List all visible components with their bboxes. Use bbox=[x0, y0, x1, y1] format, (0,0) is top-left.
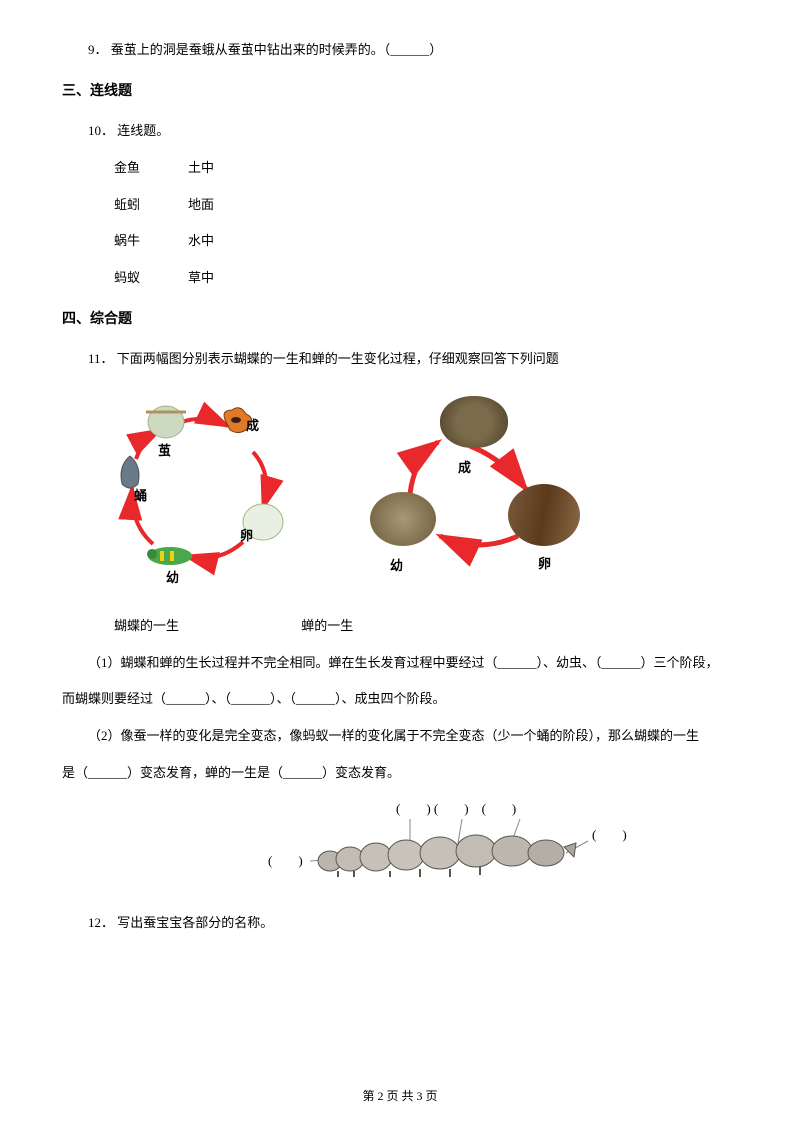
blank[interactable]: ______ bbox=[283, 765, 322, 780]
q11-text: 下面两幅图分别表示蝴蝶的一生和蝉的一生变化过程，仔细观察回答下列问题 bbox=[117, 351, 559, 366]
match-right: 土中 bbox=[188, 160, 214, 175]
silkworm-svg: ( ) ( ) ( ) ( ) ( ) bbox=[160, 797, 640, 903]
q12-num: 12． bbox=[88, 915, 114, 930]
q11-num: 11． bbox=[88, 351, 114, 366]
match-row: 金鱼土中 bbox=[62, 156, 738, 181]
svg-text:( ) ( ) ( ): ( ) ( ) ( ) bbox=[396, 801, 516, 816]
blank[interactable]: ______ bbox=[498, 655, 537, 670]
butterfly-label-larva: 幼 bbox=[166, 566, 179, 591]
match-left: 蜗牛 bbox=[88, 229, 188, 254]
cicada-egg-photo bbox=[508, 484, 580, 546]
blank[interactable]: ______ bbox=[88, 765, 127, 780]
diagram-captions: 蝴蝶的一生 蝉的一生 bbox=[62, 614, 738, 639]
page-footer: 第 2 页 共 3 页 bbox=[0, 1085, 800, 1108]
cicada-label-egg: 卵 bbox=[538, 552, 551, 577]
lifecycle-diagrams: 茧 成 卵 幼 蛹 成 卵 幼 bbox=[88, 384, 608, 604]
butterfly-label-pupa: 茧 bbox=[158, 439, 171, 464]
question-10: 10． 连线题。 bbox=[62, 119, 738, 144]
butterfly-cycle-diagram bbox=[88, 384, 348, 604]
section-4-heading: 四、综合题 bbox=[62, 307, 738, 334]
silkworm-diagram: ( ) ( ) ( ) ( ) ( ) bbox=[62, 797, 738, 907]
q9-text: 蚕茧上的洞是蚕蛾从蚕茧中钻出来的时候弄的。（ bbox=[111, 42, 391, 57]
q9-num: 9． bbox=[88, 42, 108, 57]
matching-list: 金鱼土中 蚯蚓地面 蜗牛水中 蚂蚁草中 bbox=[62, 156, 738, 291]
blank[interactable]: ______ bbox=[166, 691, 205, 706]
cicada-label-nymph: 幼 bbox=[390, 554, 403, 579]
q9-end: ） bbox=[429, 42, 442, 57]
butterfly-label-caterpillar: 蛹 bbox=[134, 484, 147, 509]
match-row: 蚂蚁草中 bbox=[62, 266, 738, 291]
q12-text: 写出蚕宝宝各部分的名称。 bbox=[117, 915, 273, 930]
butterfly-label-egg: 卵 bbox=[240, 524, 253, 549]
match-left: 金鱼 bbox=[88, 156, 188, 181]
match-right: 地面 bbox=[188, 197, 214, 212]
cicada-adult-photo bbox=[440, 396, 508, 448]
cicada-nymph-photo bbox=[370, 492, 436, 546]
section-3-heading: 三、连线题 bbox=[62, 79, 738, 106]
caption-cicada: 蝉的一生 bbox=[301, 618, 353, 633]
blank[interactable]: ______ bbox=[602, 655, 641, 670]
butterfly-label-adult: 成 bbox=[246, 414, 259, 439]
cicada-label-adult: 成 bbox=[458, 456, 471, 481]
q10-num: 10． bbox=[88, 123, 114, 138]
question-9: 9． 蚕茧上的洞是蚕蛾从蚕茧中钻出来的时候弄的。（______） bbox=[62, 38, 738, 63]
match-left: 蚯蚓 bbox=[88, 193, 188, 218]
footer-text: 第 2 页 共 3 页 bbox=[362, 1089, 437, 1103]
q11-sub1-line2: 而蝴蝶则要经过（______）、（______）、（______）、成虫四个阶段… bbox=[62, 687, 738, 712]
match-row: 蜗牛水中 bbox=[62, 229, 738, 254]
q11-sub2-line2: 是（______）变态发育，蝉的一生是（______）变态发育。 bbox=[62, 761, 738, 786]
svg-text:( ): ( ) bbox=[592, 827, 627, 842]
q10-text: 连线题。 bbox=[117, 123, 169, 138]
q11-sub2: （2）像蚕一样的变化是完全变态，像蚂蚁一样的变化属于不完全变态（少一个蛹的阶段）… bbox=[62, 724, 738, 749]
match-right: 草中 bbox=[188, 270, 214, 285]
blank[interactable]: ______ bbox=[296, 691, 335, 706]
question-12: 12． 写出蚕宝宝各部分的名称。 bbox=[62, 911, 738, 936]
svg-text:( ): ( ) bbox=[268, 853, 303, 868]
match-row: 蚯蚓地面 bbox=[62, 193, 738, 218]
question-11: 11． 下面两幅图分别表示蝴蝶的一生和蝉的一生变化过程，仔细观察回答下列问题 bbox=[62, 347, 738, 372]
match-left: 蚂蚁 bbox=[88, 266, 188, 291]
caption-butterfly: 蝴蝶的一生 bbox=[88, 614, 298, 639]
q11-sub1: （1）蝴蝶和蝉的生长过程并不完全相同。蝉在生长发育过程中要经过（______）、… bbox=[62, 651, 738, 676]
match-right: 水中 bbox=[188, 233, 214, 248]
q9-blank[interactable]: ______ bbox=[390, 42, 429, 57]
blank[interactable]: ______ bbox=[231, 691, 270, 706]
